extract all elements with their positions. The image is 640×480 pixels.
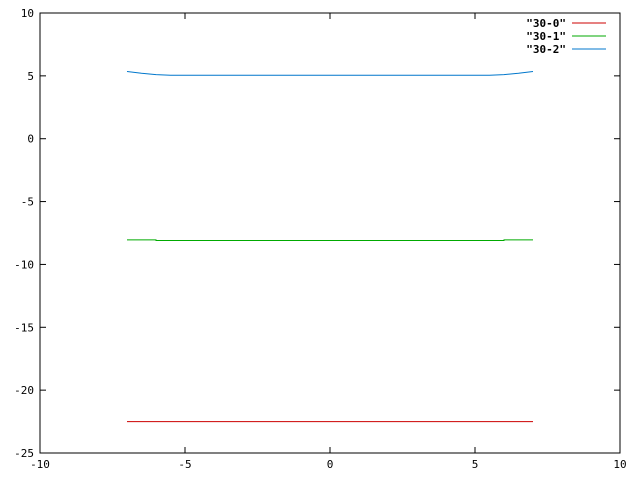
axis-ticks: -10 -5 0 5 10 10 5 0 -5 -10 -15 -20 -25 — [14, 7, 627, 471]
legend-label: "30-0" — [526, 17, 566, 30]
x-tick-label: -10 — [30, 458, 50, 471]
x-tick-label: 0 — [327, 458, 334, 471]
y-tick-label: 0 — [27, 133, 34, 146]
x-tick-label: 5 — [472, 458, 479, 471]
series-line-2 — [126, 71, 534, 76]
y-tick-label: 10 — [21, 7, 34, 20]
plot-frame — [39, 12, 621, 454]
legend-label: "30-1" — [526, 30, 566, 43]
y-tick-label: -15 — [14, 321, 34, 334]
y-tick-label: -20 — [14, 384, 34, 397]
x-tick-label: 10 — [613, 458, 626, 471]
legend-label: "30-2" — [526, 43, 566, 56]
y-tick-label: -10 — [14, 258, 34, 271]
y-tick-label: 5 — [27, 70, 34, 83]
series-line-1 — [127, 239, 533, 241]
series-layer — [126, 71, 534, 423]
y-tick-label: -25 — [14, 447, 34, 460]
y-tick-label: -5 — [21, 196, 34, 209]
legend: "30-0""30-1""30-2" — [526, 17, 606, 56]
x-tick-label: -5 — [178, 458, 191, 471]
